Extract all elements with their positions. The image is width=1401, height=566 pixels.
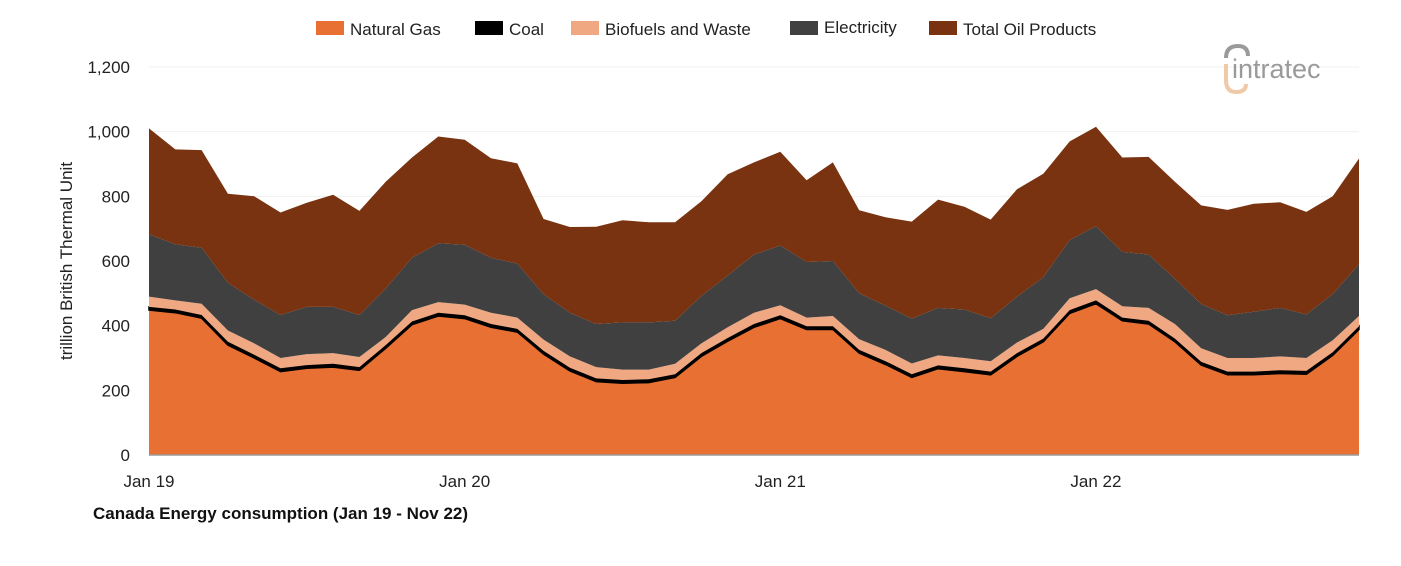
area-natural-gas xyxy=(149,303,1359,455)
legend-label: Electricity xyxy=(824,18,897,37)
legend-swatch xyxy=(475,21,503,35)
logo-arc-icon xyxy=(1224,43,1250,59)
series-areas xyxy=(148,126,1360,455)
y-tick-label: 200 xyxy=(102,381,130,400)
legend: Natural Gas Coal Biofuels and Waste Electri… xyxy=(316,18,1096,39)
legend-item-electricity[interactable]: Electricity xyxy=(790,18,897,37)
legend-label: Coal xyxy=(509,20,544,39)
logo-bar-icon xyxy=(1224,64,1228,80)
chart-title: Canada Energy consumption (Jan 19 - Nov … xyxy=(93,504,468,523)
y-tick-label: 1,000 xyxy=(87,123,130,142)
y-tick-label: 0 xyxy=(121,446,130,465)
y-tick-label: 1,200 xyxy=(87,58,130,77)
y-axis-label: trillion British Thermal Unit xyxy=(57,162,76,360)
area-electricity xyxy=(149,226,1359,370)
legend-label: Natural Gas xyxy=(350,20,441,39)
y-tick-label: 800 xyxy=(102,187,130,206)
legend-item-coal[interactable]: Coal xyxy=(475,20,544,39)
legend-item-natural-gas[interactable]: Natural Gas xyxy=(316,20,441,39)
legend-swatch xyxy=(316,21,344,35)
area-biofuels-and-waste xyxy=(149,289,1359,380)
logo-text: intratec xyxy=(1232,54,1321,84)
y-tick-label: 400 xyxy=(102,317,130,336)
legend-item-total-oil-products[interactable]: Total Oil Products xyxy=(929,20,1096,39)
y-tick-labels: 0 200 400 600 800 1,000 1,200 xyxy=(87,58,130,465)
x-tick-label: Jan 21 xyxy=(755,472,806,491)
logo-hook-icon xyxy=(1224,79,1248,95)
y-tick-label: 600 xyxy=(102,252,130,271)
x-tick-label: Jan 20 xyxy=(439,472,490,491)
x-tick-label: Jan 22 xyxy=(1070,472,1121,491)
legend-swatch xyxy=(571,21,599,35)
x-tick-labels: Jan 19 Jan 20 Jan 21 Jan 22 xyxy=(123,472,1121,491)
intratec-logo: intratec xyxy=(1224,43,1321,95)
legend-label: Biofuels and Waste xyxy=(605,20,751,39)
area-total-oil-products xyxy=(149,126,1359,324)
legend-swatch xyxy=(790,21,818,35)
x-tick-label: Jan 19 xyxy=(123,472,174,491)
legend-swatch xyxy=(929,21,957,35)
legend-item-biofuels-and-waste[interactable]: Biofuels and Waste xyxy=(571,20,751,39)
legend-label: Total Oil Products xyxy=(963,20,1096,39)
